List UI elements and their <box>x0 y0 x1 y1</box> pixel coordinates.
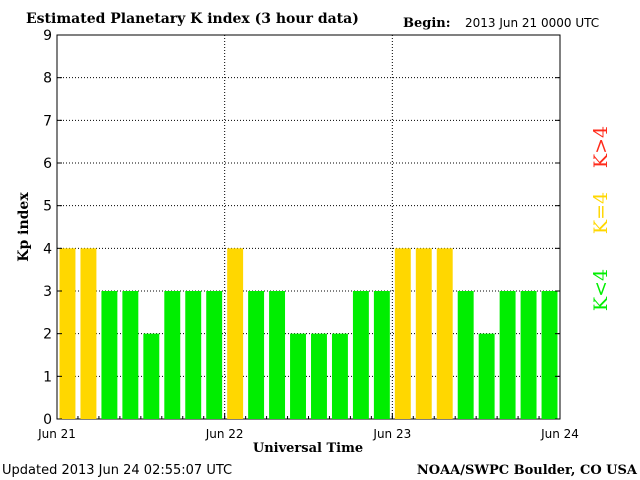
y-tick-label-6: 6 <box>43 156 52 172</box>
y-tick-label-3: 3 <box>43 284 52 300</box>
x-tick-label-0: Jun 21 <box>37 427 76 441</box>
bar-11 <box>290 333 306 419</box>
legend-k-above-4: K>4 <box>590 126 612 168</box>
bar-19 <box>457 291 474 419</box>
bar-15 <box>373 291 390 419</box>
bar-10 <box>269 291 286 419</box>
y-axis-ticks: 0 1 2 3 4 5 6 7 8 9 <box>43 28 560 428</box>
bar-1 <box>80 248 97 419</box>
y-tick-label-1: 1 <box>43 369 52 385</box>
y-tick-label-7: 7 <box>43 113 52 129</box>
y-tick-label-5: 5 <box>43 199 52 215</box>
source-credit: NOAA/SWPC Boulder, CO USA <box>417 463 638 478</box>
x-axis-label: Universal Time <box>253 441 363 456</box>
bar-0 <box>59 248 76 419</box>
bars <box>59 248 558 419</box>
bar-9 <box>248 291 265 419</box>
legend-k-below-4: K<4 <box>590 269 612 311</box>
begin-value: 2013 Jun 21 0000 UTC <box>465 16 599 30</box>
x-tick-label-1: Jun 22 <box>205 427 244 441</box>
bar-2 <box>101 291 118 419</box>
bar-13 <box>331 333 348 419</box>
bar-18 <box>436 248 453 419</box>
y-tick-label-9: 9 <box>43 28 52 44</box>
x-tick-label-3: Jun 24 <box>540 427 579 441</box>
y-tick-label-0: 0 <box>43 412 52 428</box>
bar-14 <box>352 291 369 419</box>
y-tick-label-8: 8 <box>43 71 52 87</box>
x-axis-ticks: Jun 21 Jun 22 Jun 23 Jun 24 <box>37 413 579 441</box>
updated-timestamp: Updated 2013 Jun 24 02:55:07 UTC <box>2 463 232 478</box>
bar-6 <box>185 291 202 419</box>
y-axis-label: Kp index <box>16 192 32 262</box>
bar-23 <box>541 291 558 419</box>
bar-8 <box>227 248 244 419</box>
begin-label: Begin: <box>403 16 451 31</box>
bar-22 <box>520 291 537 419</box>
bar-12 <box>311 333 327 419</box>
grid-lines <box>57 35 560 419</box>
y-tick-label-4: 4 <box>43 241 52 257</box>
bar-21 <box>499 291 516 419</box>
bar-5 <box>164 291 181 419</box>
y-tick-label-2: 2 <box>43 327 52 343</box>
x-tick-label-2: Jun 23 <box>372 427 411 441</box>
bar-4 <box>143 333 160 419</box>
chart-title: Estimated Planetary K index (3 hour data… <box>26 11 359 27</box>
bar-3 <box>122 291 139 419</box>
legend-k-equal-4: K=4 <box>590 192 612 234</box>
bar-7 <box>206 291 223 419</box>
bar-16 <box>394 248 411 419</box>
plot-area <box>56 34 561 420</box>
bar-17 <box>415 248 432 419</box>
bar-20 <box>478 333 495 419</box>
